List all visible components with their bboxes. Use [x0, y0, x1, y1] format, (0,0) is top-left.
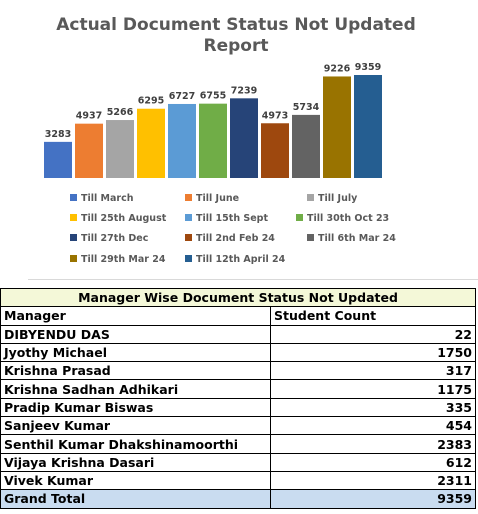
legend-label: Till 27th Dec — [81, 233, 148, 244]
table-row: Jyothy Michael 1750 — [0, 342, 476, 363]
data-label: 3283 — [45, 129, 71, 140]
legend-label: Till 29th Mar 24 — [81, 254, 166, 265]
bar — [137, 108, 165, 178]
legend-label: Till 2nd Feb 24 — [196, 233, 275, 244]
table-row: Krishna Prasad 317 — [0, 361, 476, 381]
bar — [75, 123, 103, 178]
data-label: 4973 — [262, 110, 288, 121]
legend-swatch — [185, 255, 192, 262]
count-cell: 335 — [270, 397, 476, 418]
manager-cell: Jyothy Michael — [0, 342, 271, 363]
data-label: 6755 — [200, 91, 226, 102]
legend-swatch — [70, 255, 77, 262]
data-label: 4937 — [76, 111, 102, 122]
manager-cell: Krishna Sadhan Adhikari — [0, 379, 271, 399]
count-cell: 1750 — [270, 342, 476, 363]
legend-swatch — [70, 214, 77, 221]
bar — [44, 141, 72, 178]
data-label: 5266 — [107, 107, 134, 118]
header-student-count: Student Count — [270, 306, 476, 326]
legend-label: Till 30th Oct 23 — [307, 213, 389, 224]
bar — [292, 114, 320, 178]
chart-title: Actual Document Status Not Updated — [56, 15, 416, 35]
legend-label: Till March — [81, 193, 134, 204]
legend-swatch — [185, 214, 192, 221]
table-row: Vivek Kumar 2311 — [0, 470, 476, 491]
table-row: Pradip Kumar Biswas 335 — [0, 397, 476, 418]
table-row: Senthil Kumar Dhakshinamoorthi 2383 — [0, 434, 476, 454]
table-row: Vijaya Krishna Dasari 612 — [0, 452, 476, 472]
data-label: 6295 — [138, 96, 164, 107]
bar-chart: Actual Document Status Not UpdatedReport… — [44, 15, 416, 265]
bar — [323, 76, 351, 178]
bar — [230, 98, 258, 178]
manager-cell: Vivek Kumar — [0, 470, 271, 491]
legend-label: Till 25th August — [81, 213, 167, 224]
bar — [261, 123, 289, 178]
bar — [199, 103, 227, 178]
count-cell: 9359 — [270, 489, 476, 509]
count-cell: 317 — [270, 361, 476, 381]
manager-cell: Senthil Kumar Dhakshinamoorthi — [0, 434, 271, 454]
legend-label: Till July — [318, 193, 358, 204]
manager-cell: Vijaya Krishna Dasari — [0, 452, 271, 472]
count-cell: 2311 — [270, 470, 476, 491]
count-cell: 2383 — [270, 434, 476, 454]
legend-swatch — [307, 234, 314, 241]
legend-swatch — [296, 214, 303, 221]
header-manager: Manager — [0, 306, 271, 326]
manager-table-section: Manager Wise Document Status Not Updated… — [0, 287, 476, 509]
chart-title: Report — [204, 36, 269, 56]
legend-label: Till 12th April 24 — [196, 254, 286, 265]
legend-swatch — [185, 194, 192, 201]
table-title: Manager Wise Document Status Not Updated — [0, 287, 476, 308]
manager-cell: Grand Total — [0, 489, 271, 509]
bar — [168, 103, 196, 178]
legend-label: Till 15th Sept — [196, 213, 268, 224]
table-row: DIBYENDU DAS 22 — [0, 324, 476, 344]
count-cell: 454 — [270, 416, 476, 436]
count-cell: 1175 — [270, 379, 476, 399]
data-label: 9226 — [324, 63, 351, 74]
manager-cell: Sanjeev Kumar — [0, 416, 271, 436]
table-row: Krishna Sadhan Adhikari 1175 — [0, 379, 476, 399]
legend-swatch — [185, 234, 192, 241]
chart-panel: Actual Document Status Not Updated Report… — [28, 0, 478, 280]
data-label: 9359 — [355, 62, 381, 73]
manager-cell: Krishna Prasad — [0, 361, 271, 381]
manager-cell: DIBYENDU DAS — [0, 324, 271, 344]
count-cell: 22 — [270, 324, 476, 344]
legend-label: Till 6th Mar 24 — [318, 233, 396, 244]
data-label: 6727 — [169, 91, 195, 102]
legend-swatch — [307, 194, 314, 201]
manager-table: Manager Wise Document Status Not Updated… — [0, 287, 476, 509]
grand-total-row: Grand Total 9359 — [0, 489, 476, 509]
legend-swatch — [70, 234, 77, 241]
bar — [354, 75, 382, 178]
legend-swatch — [70, 194, 77, 201]
table-title-row: Manager Wise Document Status Not Updated — [0, 287, 476, 308]
manager-cell: Pradip Kumar Biswas — [0, 397, 271, 418]
count-cell: 612 — [270, 452, 476, 472]
table-row: Sanjeev Kumar 454 — [0, 416, 476, 436]
bar — [106, 120, 134, 178]
data-label: 5734 — [293, 102, 320, 113]
table-header-row: Manager Student Count — [0, 306, 476, 326]
data-label: 7239 — [231, 85, 257, 96]
legend-label: Till June — [196, 193, 239, 204]
